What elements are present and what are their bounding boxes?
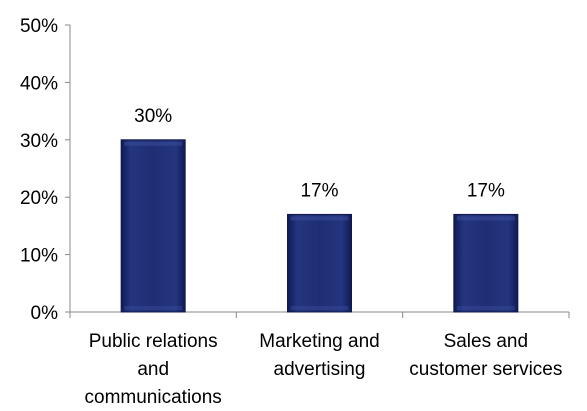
y-axis: 0% 10% 20% 30% 40% 50% <box>20 16 71 324</box>
category-label: communications <box>85 387 222 408</box>
bar-bevel-bottom <box>124 306 183 310</box>
category-label: Public relations <box>89 331 218 352</box>
y-tick-label: 20% <box>20 188 58 209</box>
category-label: and <box>137 359 169 380</box>
data-labels: 30% 17% 17% <box>134 106 505 202</box>
data-label: 17% <box>300 180 338 201</box>
bar-bevel-top <box>290 216 349 221</box>
y-tick-label: 10% <box>20 246 58 267</box>
category-labels: Public relations and communications Marketi… <box>85 331 563 408</box>
y-tick-label: 50% <box>20 16 58 37</box>
category-label: Marketing and <box>259 331 379 352</box>
bar-bevel-top <box>456 216 515 221</box>
y-tick-label: 0% <box>31 303 59 324</box>
category-label: advertising <box>274 359 366 380</box>
category-label: Sales and <box>444 331 529 352</box>
data-label: 30% <box>134 106 172 127</box>
bar <box>453 213 519 313</box>
y-tick-label: 30% <box>20 131 58 152</box>
bar-bevel-bottom <box>456 306 515 310</box>
bar-bevel-top <box>124 141 183 146</box>
bar <box>287 213 352 313</box>
category-label: customer services <box>409 359 562 380</box>
data-label: 17% <box>467 180 505 201</box>
y-tick-label: 40% <box>20 73 58 94</box>
bar <box>120 139 186 313</box>
bar-bevel-bottom <box>290 306 349 310</box>
bars <box>120 139 519 313</box>
x-axis <box>69 311 570 318</box>
